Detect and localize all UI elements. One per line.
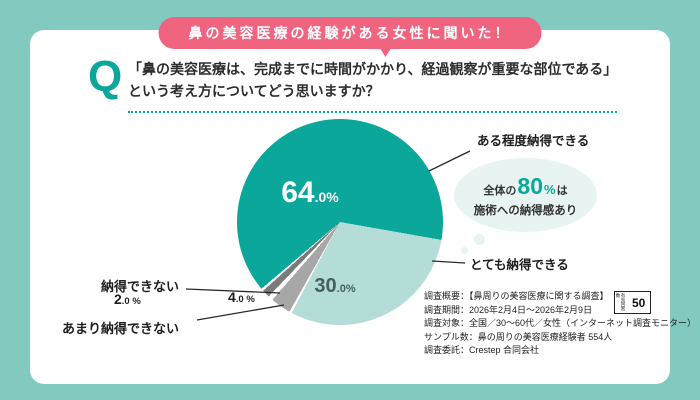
ribbon-label: 鼻の美容医療の経験がある女性に聞いた！ — [188, 25, 512, 41]
pie-value-2-main: 2 — [114, 291, 122, 307]
pie-value-2: 2.0 % — [114, 291, 141, 309]
pie-value-30: 30.0% — [285, 275, 385, 298]
slice-label-strongly-agree: とても納得できる — [470, 258, 569, 272]
slice-label-somewhat-agree: ある程度納得できる — [477, 134, 590, 148]
header-ribbon: 鼻の美容医療の経験がある女性に聞いた！ — [158, 17, 542, 57]
bubble-highlight-value: 80 — [517, 172, 544, 199]
bubble-tail-dot-large — [474, 234, 485, 245]
badge-label: 有効回答数 — [616, 293, 626, 311]
bubble-prefix: 全体の — [483, 184, 517, 197]
pie-value-4-sub: .0 % — [235, 294, 255, 305]
survey-overview: 調査概要：【鼻周りの美容医療に関する調査】 — [424, 291, 609, 301]
question-block: 「鼻の美容医療は、完成までに時間がかかり、経過観察が重要な部位である」 という考… — [128, 58, 618, 113]
survey-info: 調査概要：【鼻周りの美容医療に関する調査】 調査期間：2026年2月4日～202… — [424, 290, 696, 358]
survey-sample: サンプル数：鼻の周りの美容医療経験者 554人 — [424, 331, 613, 342]
pie-value-2-sub: .0 % — [121, 296, 141, 307]
survey-agency: 調査委託：Crestep 合同会社 — [424, 345, 540, 355]
valid-responses-badge: 有効回答数 50 — [614, 291, 652, 314]
pie-value-4: 4.0 % — [228, 289, 255, 307]
survey-target: 調査対象：全国／30～60代／女性（インターネット調査モニター） — [424, 318, 697, 328]
bubble-tail-dot-small — [461, 247, 468, 254]
slice-label-somewhat-disagree: あまり納得できない — [62, 321, 180, 336]
pie-value-30-main: 30 — [314, 275, 337, 297]
pie-value-30-sub: .0% — [336, 283, 356, 295]
bubble-line-1: 全体の 80% は — [483, 173, 567, 200]
bubble-highlight-unit: % — [544, 181, 556, 197]
bubble-line-2: 施術への納得感あり — [473, 204, 578, 217]
badge-value: 50 — [632, 295, 646, 310]
survey-period: 調査期間：2026年2月4日～2026年2月9日 — [424, 304, 593, 315]
pie-value-64-main: 64 — [281, 176, 315, 209]
thought-bubble: 全体の 80% は 施術への納得感あり — [454, 158, 597, 232]
pie-value-64: 64.0% — [255, 176, 365, 210]
question-mark: Q — [88, 52, 123, 101]
pie-value-4-main: 4 — [228, 289, 236, 305]
infographic-card: 鼻の美容医療の経験がある女性に聞いた！ Q 「鼻の美容医療は、完成までに時間がか… — [30, 17, 696, 384]
pie-value-64-sub: .0% — [314, 189, 339, 205]
slice-label-disagree: 納得できない — [101, 279, 180, 294]
bubble-suffix: は — [556, 184, 568, 197]
question-line-1: 「鼻の美容医療は、完成までに時間がかかり、経過観察が重要な部位である」 — [128, 61, 618, 77]
question-line-2: という考え方についてどう思いますか？ — [128, 83, 380, 99]
